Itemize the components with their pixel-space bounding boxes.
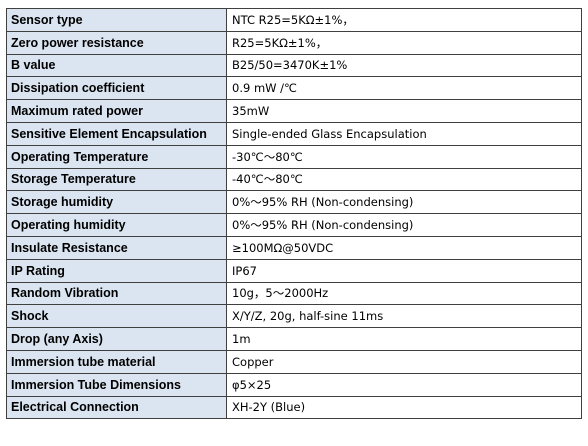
spec-label: Shock bbox=[6, 304, 227, 329]
spec-value: XH-2Y (Blue) bbox=[226, 395, 582, 420]
table-row: B value B25/50=3470K±1% bbox=[6, 53, 582, 78]
spec-value: 35mW bbox=[226, 99, 582, 123]
spec-value: B25/50=3470K±1% bbox=[226, 53, 582, 78]
spec-label: Sensitive Element Encapsulation bbox=[6, 121, 227, 146]
spec-value: φ5×25 bbox=[226, 372, 582, 397]
spec-label: Storage humidity bbox=[6, 190, 227, 215]
spec-label: Zero power resistance bbox=[6, 30, 227, 55]
spec-label: Operating Temperature bbox=[6, 144, 227, 169]
spec-value: -30℃～80℃ bbox=[226, 144, 582, 169]
spec-value: 0%～95% RH (Non-condensing) bbox=[226, 190, 582, 215]
spec-label: B value bbox=[6, 53, 227, 78]
table-row: Operating humidity 0%～95% RH (Non-conden… bbox=[6, 213, 582, 237]
table-row: Dissipation coefficient 0.9 mW /℃ bbox=[6, 76, 582, 101]
spec-label: Electrical Connection bbox=[6, 395, 227, 420]
spec-value: R25=5KΩ±1%， bbox=[226, 30, 582, 55]
spec-label: Immersion Tube Dimensions bbox=[6, 372, 227, 397]
spec-value: X/Y/Z, 20g, half-sine 11ms bbox=[226, 304, 582, 329]
spec-value: Copper bbox=[226, 349, 582, 374]
spec-value: ≥100MΩ@50VDC bbox=[226, 235, 582, 260]
spec-value: 0%～95% RH (Non-condensing) bbox=[226, 213, 582, 237]
table-row: Sensitive Element Encapsulation Single-e… bbox=[6, 121, 582, 146]
table-row: Shock X/Y/Z, 20g, half-sine 11ms bbox=[6, 304, 582, 329]
spec-table: Sensor type NTC R25=5KΩ±1%， Zero power r… bbox=[6, 8, 582, 420]
spec-value: 0.9 mW /℃ bbox=[226, 76, 582, 101]
spec-label: IP Rating bbox=[6, 258, 227, 283]
spec-label: Operating humidity bbox=[6, 213, 227, 237]
table-row: Immersion tube material Copper bbox=[6, 349, 582, 374]
spec-value: 1m bbox=[226, 327, 582, 351]
spec-label: Immersion tube material bbox=[6, 349, 227, 374]
table-row: Storage humidity 0%～95% RH (Non-condensi… bbox=[6, 190, 582, 215]
table-row: Electrical Connection XH-2Y (Blue) bbox=[6, 395, 582, 420]
spec-label: Maximum rated power bbox=[6, 99, 227, 123]
spec-label: Sensor type bbox=[6, 8, 227, 32]
table-row: Random Vibration 10g，5～2000Hz bbox=[6, 281, 582, 306]
table-row: Insulate Resistance ≥100MΩ@50VDC bbox=[6, 235, 582, 260]
spec-label: Insulate Resistance bbox=[6, 235, 227, 260]
table-row: Immersion Tube Dimensions φ5×25 bbox=[6, 372, 582, 397]
table-row: Operating Temperature -30℃～80℃ bbox=[6, 144, 582, 169]
spec-label: Storage Temperature bbox=[6, 167, 227, 192]
table-row: Drop (any Axis) 1m bbox=[6, 327, 582, 351]
spec-value: NTC R25=5KΩ±1%， bbox=[226, 8, 582, 32]
table-row: Zero power resistance R25=5KΩ±1%， bbox=[6, 30, 582, 55]
table-row: Storage Temperature -40℃～80℃ bbox=[6, 167, 582, 192]
spec-value: 10g，5～2000Hz bbox=[226, 281, 582, 306]
spec-label: Drop (any Axis) bbox=[6, 327, 227, 351]
spec-value: Single-ended Glass Encapsulation bbox=[226, 121, 582, 146]
table-row: Sensor type NTC R25=5KΩ±1%， bbox=[6, 8, 582, 32]
spec-value: -40℃～80℃ bbox=[226, 167, 582, 192]
spec-value: IP67 bbox=[226, 258, 582, 283]
table-row: IP Rating IP67 bbox=[6, 258, 582, 283]
spec-label: Random Vibration bbox=[6, 281, 227, 306]
table-row: Maximum rated power 35mW bbox=[6, 99, 582, 123]
spec-label: Dissipation coefficient bbox=[6, 76, 227, 101]
